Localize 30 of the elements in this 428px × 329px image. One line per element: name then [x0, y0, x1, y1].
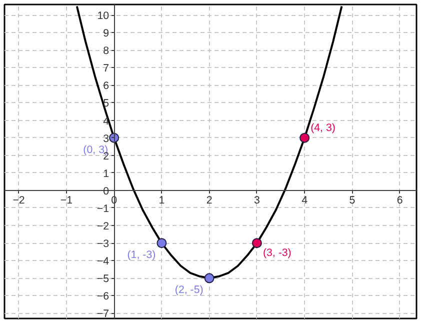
annotation: (3, -3) — [262, 247, 292, 260]
x-tick-label: 1 — [158, 194, 165, 206]
y-tick-label: −2 — [96, 220, 110, 233]
y-tick-label: 10 — [97, 10, 110, 22]
y-tick-label: 1 — [103, 168, 110, 180]
x-tick-label: −2 — [12, 194, 25, 206]
y-tick-label: −6 — [96, 290, 110, 303]
point — [204, 273, 214, 284]
point — [156, 238, 167, 248]
point — [300, 132, 310, 143]
x-tick-label: −1 — [60, 194, 73, 206]
x-tick-label: 2 — [206, 194, 212, 206]
y-tick-label: −1 — [96, 202, 110, 215]
y-tick-label: 3 — [103, 132, 110, 145]
point — [252, 238, 262, 248]
y-tick-label: −7 — [96, 308, 110, 320]
x-tick-label: 4 — [302, 194, 308, 206]
x-tick-label: 6 — [396, 194, 403, 206]
annotation: (2, -5) — [174, 284, 204, 296]
y-tick-label: 9 — [103, 28, 110, 40]
y-tick-label: 8 — [103, 45, 110, 58]
x-tick-label: 5 — [349, 194, 356, 206]
x-tick-label: 3 — [254, 194, 260, 206]
annotation: (1, -3) — [127, 249, 156, 262]
y-tick-label: 7 — [103, 62, 110, 75]
y-tick-label: −5 — [96, 273, 110, 286]
annotation: (4, 3) — [310, 122, 336, 134]
y-tick-label: −3 — [96, 238, 110, 250]
y-tick-label: 6 — [103, 80, 110, 92]
y-tick-label: −4 — [96, 256, 110, 268]
